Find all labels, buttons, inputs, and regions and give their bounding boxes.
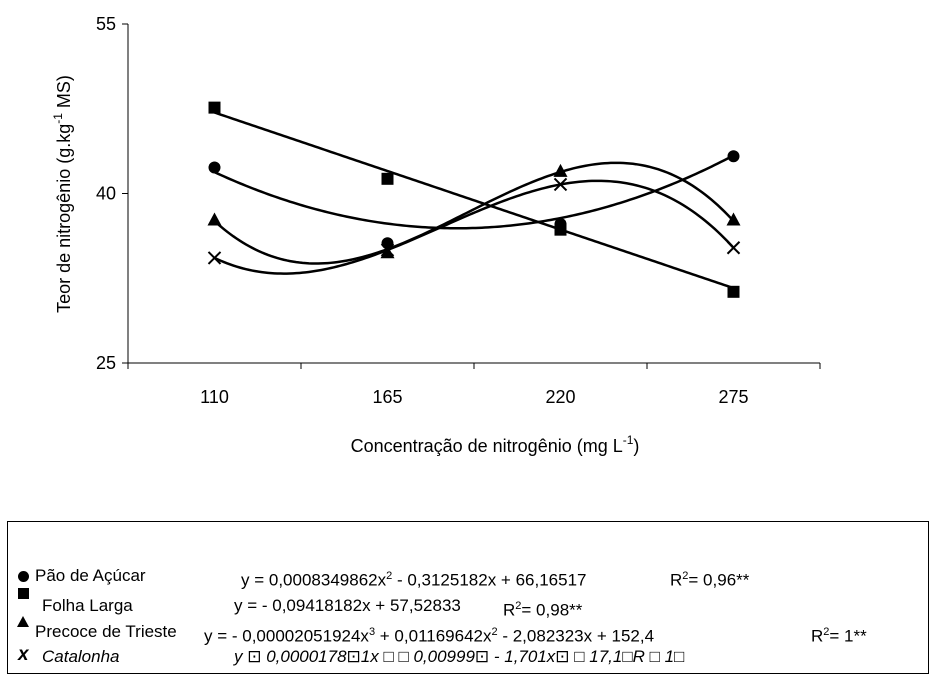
x-tick-label: 110 <box>200 387 229 407</box>
square-marker-icon <box>18 588 29 599</box>
data-point-x <box>380 243 395 257</box>
x-tick-label: 220 <box>545 387 575 407</box>
chart-canvas: 25 40 55 110 165 220 275 Concentração de nitro… <box>51 14 821 456</box>
data-point-x <box>553 177 568 192</box>
data-point-square <box>554 223 567 236</box>
legend-equation: y = - 0,00002051924x3 + 0,01169642x2 - 2… <box>204 626 655 646</box>
fit-curves <box>213 111 735 290</box>
data-point-triangle <box>207 212 222 226</box>
data-point-circle <box>727 150 740 163</box>
x-axis-title: Concentração de nitrogênio (mg L-1) <box>351 433 640 456</box>
data-point-x <box>207 251 222 265</box>
data-point-square <box>381 172 394 185</box>
legend-series-name: Catalonha <box>42 647 120 666</box>
data-point-triangle <box>726 212 741 226</box>
data-point-circle <box>208 161 221 174</box>
tick-labels: 25 40 55 110 165 220 275 <box>96 14 749 407</box>
circle-marker-icon <box>18 571 29 582</box>
fit-curve-p-o-de-a-car <box>213 154 735 230</box>
x-tick-label: 275 <box>718 387 748 407</box>
legend-equation: y ⊡ 0,0000178⊡1x □ □ 0,00999⊡ - 1,701x⊡ … <box>234 647 685 666</box>
legend-r2: R2= 1** <box>811 626 867 646</box>
chart-axes <box>122 23 821 369</box>
data-point-x <box>726 241 741 255</box>
data-point-triangle <box>553 163 568 177</box>
fit-curve-folha-larga <box>214 111 734 290</box>
y-tick-label: 25 <box>96 353 116 373</box>
y-axis-title: Teor de nitrogênio (g.kg-1 MS) <box>51 75 74 313</box>
legend-series-name: Precoce de Trieste <box>35 622 177 641</box>
legend-r2: R2= 0,98** <box>503 600 583 620</box>
y-tick-label: 40 <box>96 184 116 204</box>
legend-series-name: Pão de Açúcar <box>35 566 146 585</box>
legend: Pão de Açúcar y = 0,0008349862x2 - 0,312… <box>7 521 929 674</box>
legend-equation: y = 0,0008349862x2 - 0,3125182x + 66,165… <box>241 570 587 590</box>
data-point-square <box>727 285 740 298</box>
legend-series-name: Folha Larga <box>42 596 133 615</box>
legend-r2: R2= 0,96** <box>670 570 750 590</box>
data-markers <box>207 101 741 298</box>
x-tick-label: 165 <box>372 387 402 407</box>
fit-curve-catalonha <box>213 179 735 275</box>
x-marker-icon: x <box>18 644 29 665</box>
triangle-marker-icon <box>17 616 29 627</box>
y-tick-label: 55 <box>96 14 116 34</box>
data-point-square <box>208 101 221 114</box>
legend-equation: y = - 0,09418182x + 57,52833 <box>234 596 461 615</box>
data-point-triangle <box>380 245 395 259</box>
fit-curve-precoce-de-trieste <box>213 161 735 265</box>
